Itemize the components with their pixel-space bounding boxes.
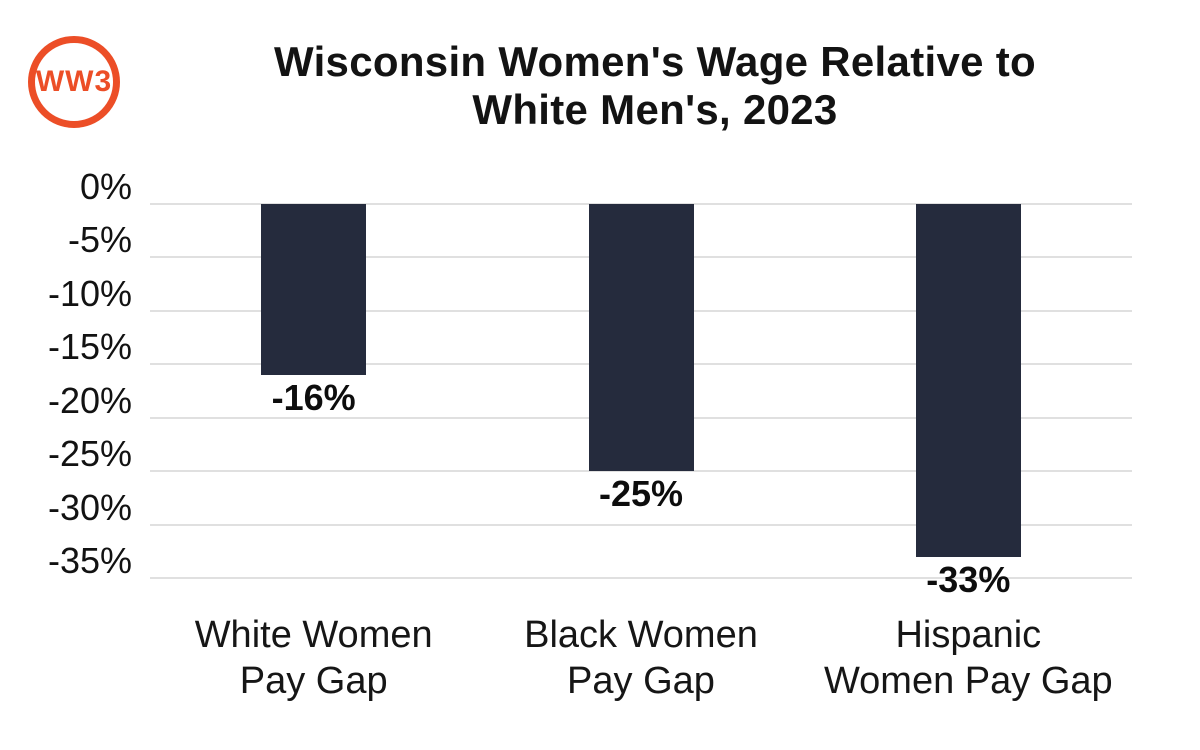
category-label-line: Hispanic: [895, 614, 1042, 656]
y-tick-label: 0%: [79, 166, 132, 207]
y-tick-label: -25%: [47, 433, 132, 475]
chart-title-line1: Wisconsin Women's Wage Relative to: [274, 38, 1036, 85]
y-tick-label: -30%: [47, 486, 132, 528]
y-tick-label: -5%: [67, 219, 132, 261]
category-label-2: Black Women Pay Gap: [477, 612, 804, 704]
category-label-line: Black Women: [524, 614, 758, 656]
category-label-1: White Women Pay Gap: [150, 612, 477, 704]
bar-3: [915, 204, 1021, 557]
bar-1: [261, 204, 367, 375]
y-tick-label: -10%: [47, 272, 132, 314]
category-axis: White Women Pay Gap Black Women Pay Gap Hisp…: [150, 612, 1132, 704]
chart-title: Wisconsin Women's Wage Relative to White…: [150, 38, 1160, 134]
plot-area: 0% -5% -10% -15% -20% -25% -30% -35% -16% -25% -33…: [48, 167, 1132, 600]
category-label-line: Pay Gap: [567, 660, 715, 702]
ww3-logo-text: WW3: [35, 65, 113, 98]
y-tick-label: -15%: [47, 326, 132, 368]
category-label-line: Women Pay Gap: [823, 660, 1113, 702]
y-tick-label: -35%: [47, 540, 132, 581]
data-label-2: -25%: [598, 473, 684, 515]
chart-title-line2: White Men's, 2023: [472, 86, 838, 133]
y-tick-label: -20%: [47, 379, 132, 421]
ww3-logo: WW3: [28, 36, 120, 128]
category-label-line: Pay Gap: [239, 660, 388, 702]
category-label-3: Hispanic Women Pay Gap: [805, 612, 1132, 704]
bar-2: [588, 204, 694, 472]
category-label-line: White Women: [194, 614, 433, 656]
data-label-3: -33%: [926, 558, 1011, 600]
data-label-1: -16%: [271, 376, 356, 418]
